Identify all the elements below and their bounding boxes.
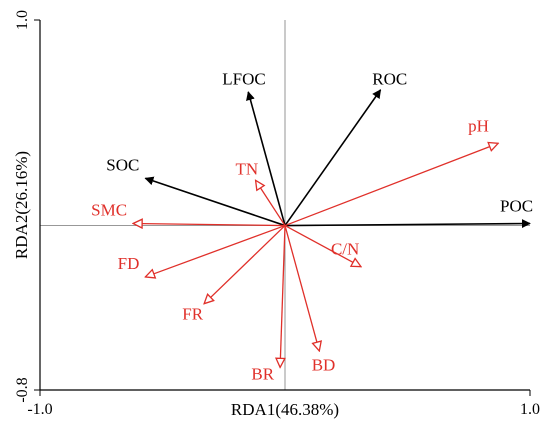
vector-label-br: BR — [251, 364, 274, 383]
vector-label-roc: ROC — [372, 69, 407, 88]
vector-arrow-roc — [284, 89, 382, 227]
y-axis-title: RDA2(26.16%) — [12, 151, 31, 259]
vector-label-fd: FD — [118, 254, 140, 273]
vector-label-fr: FR — [182, 304, 203, 323]
x-axis-title: RDA1(46.38%) — [231, 400, 339, 419]
vector-arrow-ph — [284, 143, 498, 227]
vector-arrow-soc — [144, 176, 286, 227]
y-tick-label: -0.8 — [14, 377, 31, 402]
vector-arrow-br — [280, 225, 285, 368]
x-tick-label: 1.0 — [520, 401, 540, 418]
vector-label-bd: BD — [312, 355, 336, 374]
vector-arrow-lfoc — [246, 91, 286, 226]
vector-arrow-poc — [284, 219, 531, 229]
vector-arrow-fd — [145, 224, 286, 277]
y-tick-label: 1.0 — [14, 10, 31, 30]
vector-arrow-tn — [256, 180, 286, 226]
vector-arrow-bd — [284, 225, 319, 351]
vector-label-c-n: C/N — [331, 240, 359, 259]
vector-arrow-smc — [133, 224, 286, 226]
vector-label-smc: SMC — [91, 201, 127, 220]
vector-arrow-c-n — [284, 224, 361, 267]
vector-label-soc: SOC — [106, 155, 139, 174]
vector-label-lfoc: LFOC — [222, 69, 265, 88]
vector-label-tn: TN — [236, 160, 259, 179]
x-tick-label: -1.0 — [27, 401, 52, 418]
vector-label-ph: pH — [468, 116, 489, 135]
vector-arrow-fr — [204, 225, 286, 304]
vector-label-poc: POC — [500, 197, 533, 216]
